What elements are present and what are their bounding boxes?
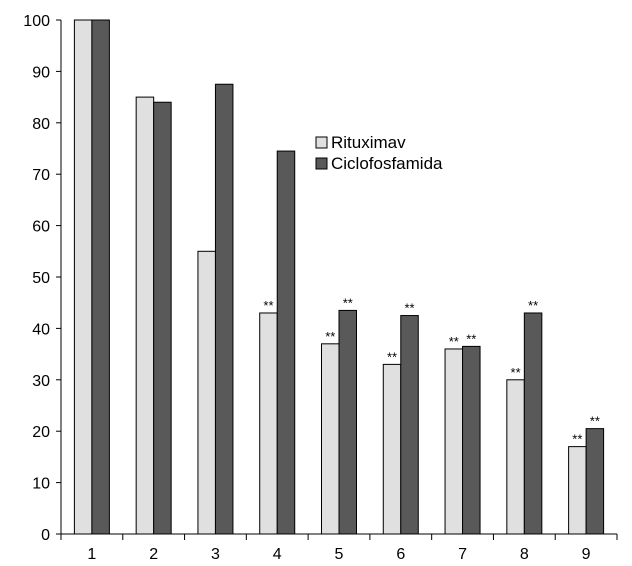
bar-series-0-cat-5: [321, 343, 340, 535]
bar-series-1-cat-1: [91, 19, 110, 535]
bar-series-1-cat-5: [338, 309, 357, 535]
y-tick-label: 90: [32, 64, 50, 81]
bar-series-0-cat-7: [444, 348, 464, 535]
legend: Rituximav Ciclofosfamida: [315, 133, 443, 173]
bar-series-1-cat-6: [400, 315, 419, 535]
x-tick-label: 2: [149, 546, 158, 563]
y-tick-label: 80: [32, 116, 50, 133]
bar-series-0-cat-6: [382, 363, 402, 535]
bar-series-0-cat-4: [259, 312, 278, 535]
legend-swatch: [315, 157, 328, 170]
significance-label: **: [466, 331, 476, 346]
y-tick-label: 70: [32, 167, 50, 184]
significance-label: **: [511, 365, 521, 380]
significance-label: **: [404, 301, 414, 316]
x-axis: 1 2 3 4 5 6 7 8 9: [60, 533, 618, 563]
y-tick-label: 0: [41, 527, 50, 544]
y-tick-label: 20: [32, 424, 50, 441]
significance-label: **: [449, 334, 459, 349]
bar-series-1-cat-7: [462, 345, 481, 535]
x-tick-label: 4: [273, 546, 282, 563]
bar-series-0-cat-3: [197, 250, 216, 535]
x-tick-label: 1: [87, 546, 96, 563]
bar-series-0-cat-1: [73, 19, 93, 535]
significance-label: **: [263, 298, 273, 313]
bar-series-1-cat-9: [585, 428, 605, 535]
bar-series-0-cat-9: [568, 446, 587, 535]
significance-label: **: [387, 349, 397, 364]
bars-group: [73, 19, 605, 535]
legend-label: Ciclofosfamida: [331, 154, 443, 173]
significance-marks: ** ** ** ** ** ** ** ** ** ** **: [263, 295, 600, 446]
bar-series-0-cat-8: [506, 379, 525, 535]
legend-label: Rituximav: [331, 133, 406, 152]
bar-series-1-cat-4: [276, 150, 296, 535]
bar-series-1-cat-2: [153, 101, 172, 535]
legend-swatch: [315, 136, 328, 149]
x-tick-label: 3: [211, 546, 220, 563]
significance-label: **: [528, 298, 538, 313]
y-axis: 0 10 20 30 40 50 60 70 80 90 100: [23, 13, 62, 544]
y-tick-label: 30: [32, 373, 50, 390]
significance-label: **: [325, 329, 335, 344]
y-tick-label: 50: [32, 270, 50, 287]
bar-series-1-cat-8: [523, 312, 543, 535]
bar-series-0-cat-2: [135, 96, 155, 535]
y-tick-label: 10: [32, 476, 50, 493]
significance-label: **: [572, 432, 582, 447]
bar-series-1-cat-3: [214, 83, 234, 535]
y-tick-label: 60: [32, 219, 50, 236]
significance-label: **: [343, 295, 353, 310]
x-tick-label: 6: [396, 546, 405, 563]
x-tick-label: 7: [458, 546, 467, 563]
y-tick-label: 40: [32, 321, 50, 338]
y-tick-label: 100: [23, 13, 50, 30]
x-tick-label: 9: [582, 546, 591, 563]
significance-label: **: [590, 414, 600, 429]
x-tick-label: 5: [335, 546, 344, 563]
x-tick-label: 8: [520, 546, 529, 563]
